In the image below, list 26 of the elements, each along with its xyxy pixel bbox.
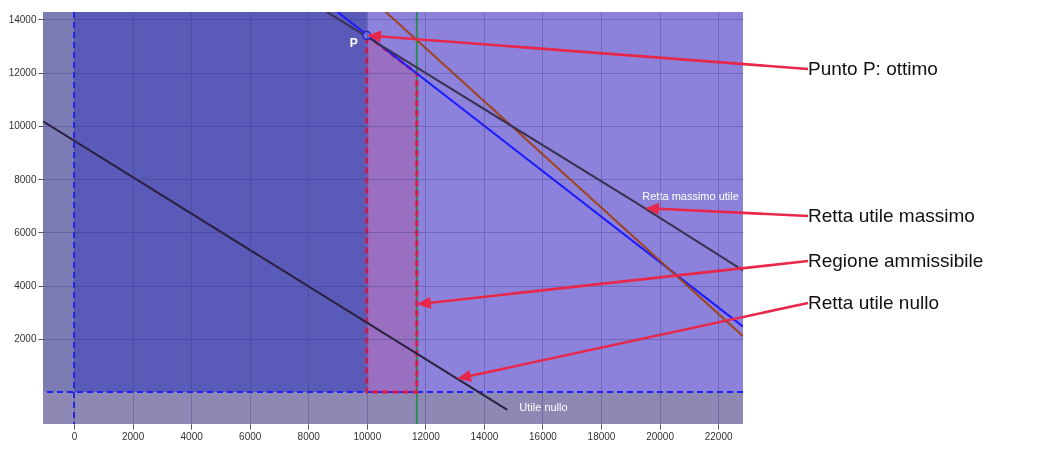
series-label: P [349,36,358,51]
x-tick-label: 2000 [121,430,145,442]
series-label: Utile nullo [519,400,568,413]
x-tick-label: 22000 [704,430,733,442]
y-tick-label: 8000 [14,173,37,185]
x-tick-label: 0 [71,430,78,442]
series-label: Retta massimo utile [642,190,739,203]
y-tick-label: 4000 [14,280,37,292]
x-tick-label: 16000 [529,430,558,442]
x-tick-label: 18000 [587,430,616,442]
x-tick-label: 14000 [470,430,499,442]
x-tick-label: 10000 [353,430,382,442]
text: Punto P: ottimo [808,58,938,80]
x-tick-label: 20000 [646,430,675,442]
y-tick-label: 2000 [14,333,37,345]
y-tick-label: 12000 [8,67,37,79]
y-tick-label: 14000 [8,13,37,25]
text: Regione ammissibile [808,250,984,272]
x-tick-label: 12000 [411,430,441,442]
x-tick-label: 4000 [180,430,204,442]
text: Retta utile nullo [808,292,939,314]
x-tick-label: 6000 [239,430,262,442]
x-tick-label: 8000 [297,430,321,442]
text: Retta utile massimo [808,205,975,227]
y-tick-label: 10000 [8,120,37,132]
y-tick-label: 6000 [14,226,37,238]
